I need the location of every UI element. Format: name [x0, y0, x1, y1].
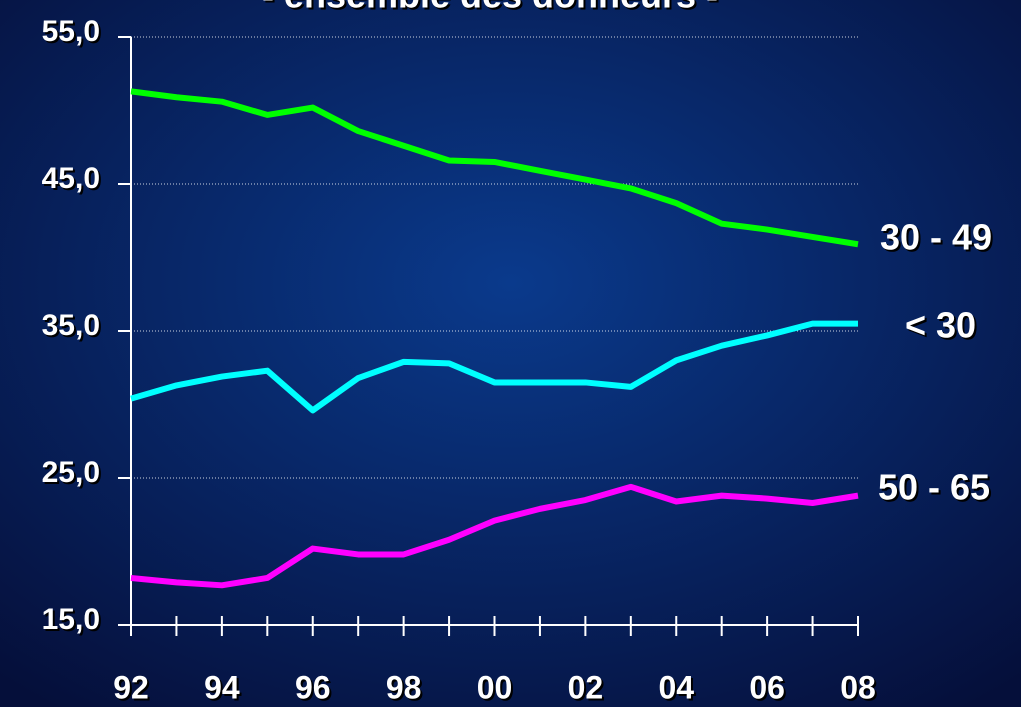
chart-title: - ensemble des donneurs -: [262, 0, 718, 16]
y-tick-label: 55,0: [42, 15, 100, 48]
x-tick-label: 00: [477, 669, 513, 705]
x-tick-label: 04: [658, 669, 694, 705]
x-tick-label: 96: [295, 669, 331, 705]
x-tick-label: 02: [568, 669, 604, 705]
series-label: 50 - 65: [878, 467, 990, 508]
x-tick-label: 06: [749, 669, 785, 705]
series-line: [130, 320, 858, 414]
series-line: [130, 88, 859, 248]
x-tick-label: 98: [386, 669, 422, 705]
x-tick-label: 92: [113, 669, 149, 705]
series-label: < 30: [905, 305, 976, 346]
x-tick-label: 08: [840, 669, 876, 705]
y-tick-label: 35,0: [42, 309, 100, 342]
series-label: 30 - 49: [880, 217, 992, 258]
y-tick-label: 15,0: [42, 603, 100, 636]
series-line: [130, 483, 859, 589]
y-tick-label: 45,0: [42, 162, 100, 195]
y-tick-label: 25,0: [42, 456, 100, 489]
x-tick-label: 94: [204, 669, 240, 705]
